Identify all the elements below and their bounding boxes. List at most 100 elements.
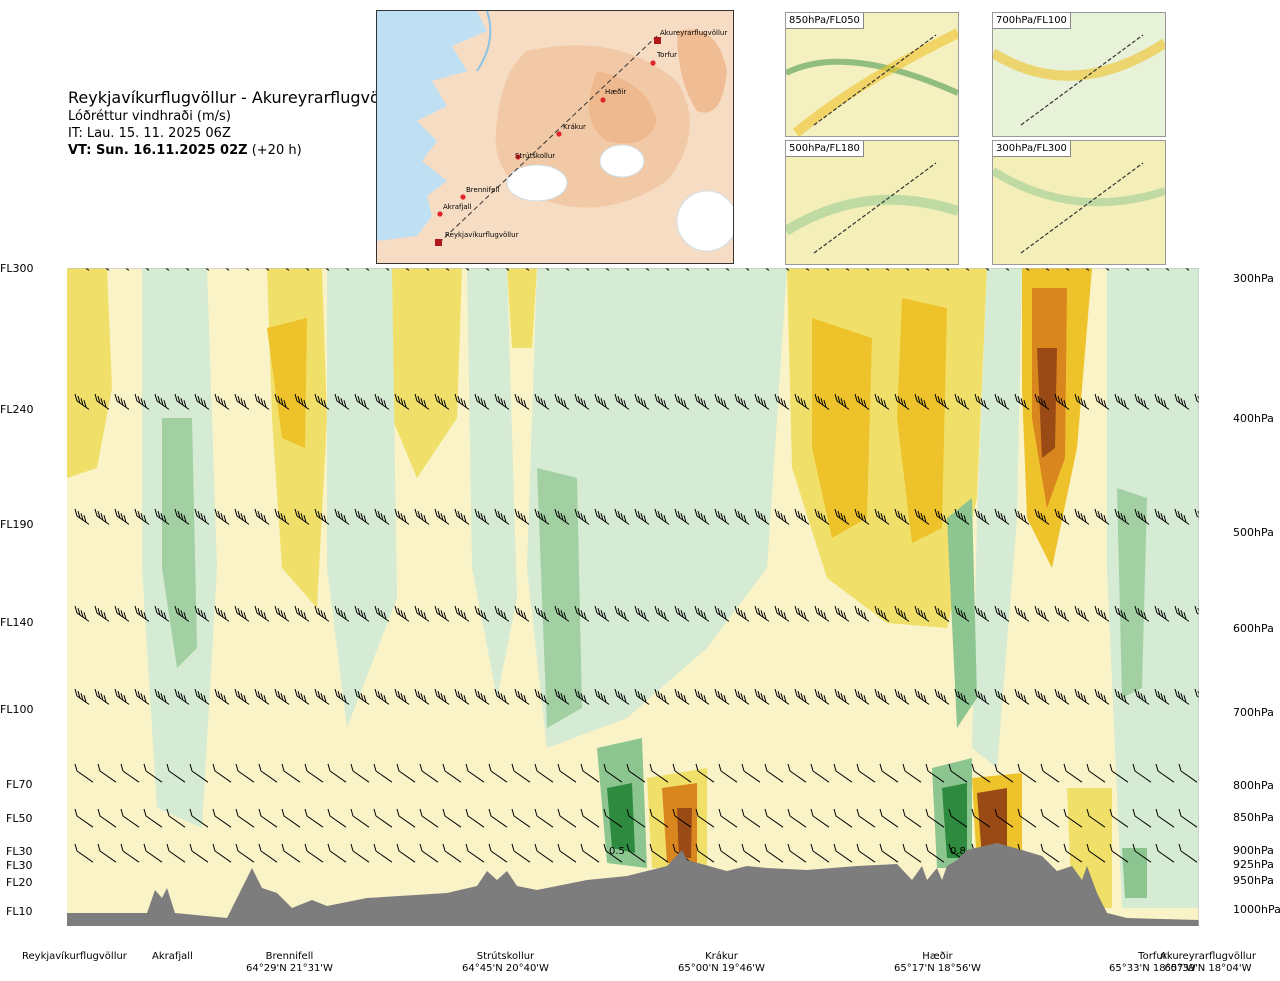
wind-barb	[465, 843, 485, 863]
wind-barb	[1040, 808, 1060, 828]
mini-map-850: 850hPa/FL050	[785, 12, 959, 137]
wind-barb	[134, 393, 150, 410]
wind-barb	[396, 808, 416, 828]
wind-barb	[834, 605, 850, 622]
wind-barb	[1034, 393, 1050, 410]
wind-barb	[334, 508, 350, 525]
wind-barb	[674, 393, 690, 410]
wind-barb	[1134, 393, 1150, 410]
wind-barb	[734, 508, 750, 525]
wind-barb	[594, 688, 610, 705]
map-label-akureyri: Akureyrarflugvöllur	[660, 29, 728, 37]
fl-label: FL70	[6, 778, 33, 791]
wind-barb	[511, 763, 531, 783]
wind-barb	[925, 763, 945, 783]
wind-barb	[465, 763, 485, 783]
wind-barb	[626, 763, 646, 783]
wind-barb	[614, 393, 630, 410]
wind-barb	[894, 508, 910, 525]
wind-barb	[1063, 808, 1083, 828]
wind-barb	[214, 508, 230, 525]
issue-time: IT: Lau. 15. 11. 2025 06Z	[68, 126, 231, 141]
wind-barb	[74, 763, 94, 783]
wind-barb	[814, 605, 830, 622]
wind-barb	[914, 688, 930, 705]
route-map: Reykjavíkurflugvöllur Akrafjall Brennife…	[376, 10, 734, 264]
wind-barb	[514, 605, 530, 622]
wind-barb	[1178, 808, 1198, 828]
wind-barb	[674, 508, 690, 525]
wind-barb	[214, 605, 230, 622]
wind-barb	[594, 508, 610, 525]
map-label-reykjavik: Reykjavíkurflugvöllur	[445, 231, 519, 239]
wind-barb	[649, 808, 669, 828]
wind-barb	[754, 508, 770, 525]
wind-barb	[974, 393, 990, 410]
wind-barb	[856, 763, 876, 783]
wind-barb	[419, 843, 439, 863]
wind-barb	[971, 808, 991, 828]
wind-barb	[1134, 508, 1150, 525]
wind-barb	[1132, 808, 1152, 828]
wind-barb	[94, 508, 110, 525]
descent-area	[1117, 488, 1147, 698]
wind-barb	[1174, 688, 1190, 705]
wind-barb	[894, 605, 910, 622]
wind-barb	[534, 763, 554, 783]
wind-barb	[374, 393, 390, 410]
wind-barb	[879, 843, 899, 863]
wind-barb	[194, 508, 210, 525]
wind-barb	[234, 508, 250, 525]
wind-barb	[1109, 808, 1129, 828]
contour-label: 0.5	[609, 846, 625, 857]
ascent-area	[392, 268, 462, 478]
wind-barb	[154, 688, 170, 705]
wind-barb	[314, 688, 330, 705]
wind-barb	[603, 763, 623, 783]
wind-barb	[854, 393, 870, 410]
wind-barb	[874, 605, 890, 622]
wind-barb	[1154, 688, 1170, 705]
wind-barb	[304, 763, 324, 783]
wind-barb	[833, 763, 853, 783]
wind-barb	[534, 605, 550, 622]
wind-barb	[554, 508, 570, 525]
mini-map-label: 300hPa/FL300	[993, 141, 1071, 157]
wind-barb	[534, 808, 554, 828]
wind-barb	[254, 393, 270, 410]
pressure-label: 1000hPa	[1233, 903, 1280, 916]
wind-barb	[294, 508, 310, 525]
wind-barb	[373, 808, 393, 828]
descent-area	[162, 418, 197, 668]
wind-barb	[718, 808, 738, 828]
wind-barb	[1074, 393, 1090, 410]
wind-barb	[1074, 688, 1090, 705]
wind-barb	[810, 763, 830, 783]
wind-barb	[414, 605, 430, 622]
wind-barb	[414, 688, 430, 705]
wind-barb	[134, 508, 150, 525]
valid-time: VT: Sun. 16.11.2025 02Z	[68, 143, 248, 158]
wind-barb	[281, 808, 301, 828]
wind-barb	[212, 763, 232, 783]
wind-barb	[1178, 843, 1198, 863]
wind-barb	[741, 843, 761, 863]
wind-barb	[787, 763, 807, 783]
wind-barb	[534, 688, 550, 705]
wind-barb	[120, 843, 140, 863]
wind-barb	[580, 763, 600, 783]
descent-area	[1122, 848, 1147, 898]
pressure-label: 950hPa	[1233, 874, 1274, 887]
wind-barb	[534, 393, 550, 410]
wind-barb	[794, 508, 810, 525]
wind-barb	[1109, 843, 1129, 863]
wind-barb	[974, 508, 990, 525]
mini-map-300: 300hPa/FL300	[992, 140, 1166, 265]
wind-barb	[442, 763, 462, 783]
wind-barb	[1114, 605, 1130, 622]
wind-barb	[971, 763, 991, 783]
wind-barb	[879, 763, 899, 783]
wind-barb	[914, 393, 930, 410]
wind-barb	[1134, 688, 1150, 705]
vertical-wind-cross-section: 0.5 0.8	[67, 268, 1199, 926]
